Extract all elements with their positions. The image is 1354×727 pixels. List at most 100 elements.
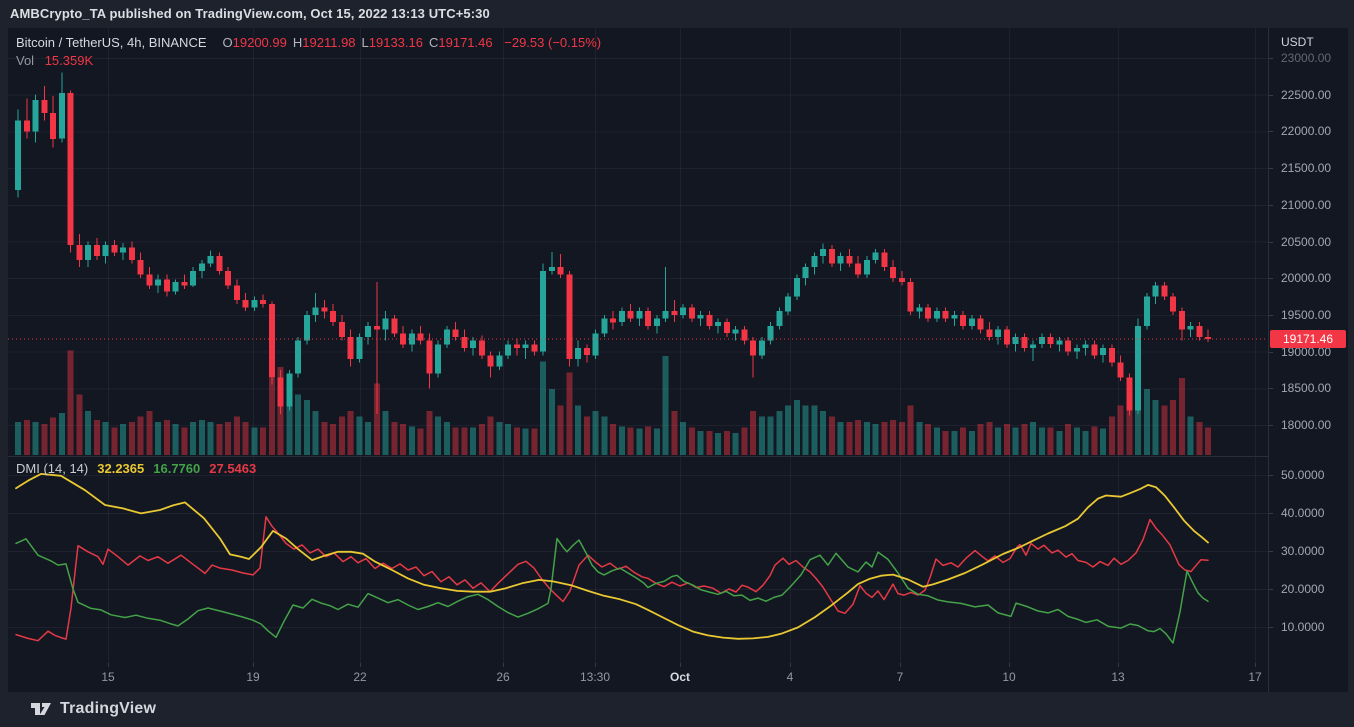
volume-bar <box>85 411 91 455</box>
time-tick <box>790 663 791 667</box>
candle-body <box>1187 325 1194 330</box>
volume-bar <box>216 424 223 455</box>
volume-bar <box>260 427 266 455</box>
dmi-gridlines <box>8 456 1268 663</box>
publish-bar: AMBCrypto_TA published on TradingView.co… <box>0 0 1354 28</box>
volume-bar <box>32 422 39 455</box>
candle-body <box>347 336 354 359</box>
candle-body <box>723 322 730 334</box>
candle-body <box>610 318 616 323</box>
volume-bar <box>1143 389 1150 455</box>
candle-body <box>1135 325 1141 411</box>
volume-bar <box>1021 424 1028 455</box>
volume-bar <box>1117 405 1124 455</box>
volume-bar <box>1108 416 1115 455</box>
candle-body <box>531 344 538 352</box>
volume-bar <box>1170 400 1176 455</box>
tradingview-logo[interactable]: TradingView <box>30 699 156 719</box>
ohlc-field-label: O <box>222 35 233 50</box>
axis-tick <box>1269 278 1273 279</box>
volume-bar <box>540 361 546 455</box>
volume-bar <box>662 356 669 455</box>
candle-body <box>811 256 818 268</box>
price-chart-canvas[interactable] <box>8 28 1268 456</box>
pane-separator[interactable] <box>8 456 1268 457</box>
candle-body <box>872 252 879 260</box>
volume-bar <box>680 422 686 455</box>
candle-body <box>750 340 756 356</box>
axis-tick <box>1269 352 1273 353</box>
time-axis[interactable]: 15 19 22 26 13:30 Oct 4 7 10 13 17 <box>8 663 1268 692</box>
axis-tick <box>1269 58 1273 59</box>
volume-bar <box>872 424 879 455</box>
candle-body <box>688 307 695 319</box>
candle-body <box>505 344 511 356</box>
candle-body <box>417 333 424 341</box>
candle-body <box>548 267 555 271</box>
volume-bar <box>995 427 1001 455</box>
volume-bar <box>443 422 450 455</box>
volume-bar <box>1152 400 1159 455</box>
price-axis-label: 19000.00 <box>1281 345 1332 359</box>
dmi-indicator-title[interactable]: DMI (14, 14) <box>16 461 89 476</box>
candle-body <box>198 263 205 271</box>
candle-body <box>960 314 966 326</box>
time-tick <box>1009 663 1010 667</box>
volume-bar <box>155 422 161 455</box>
candle-body <box>93 245 100 257</box>
volume-bar <box>758 416 765 455</box>
volume-bar <box>137 416 144 455</box>
volume-bar <box>907 405 914 455</box>
volume-bar <box>802 405 809 455</box>
price-axis-label: 21000.00 <box>1281 198 1332 212</box>
candle-body <box>408 333 415 345</box>
candle-body <box>881 252 888 268</box>
volume-bar <box>960 427 966 455</box>
time-axis-label: 4 <box>786 670 794 684</box>
candle-body <box>680 307 686 315</box>
chart-plot-area: Bitcoin / TetherUS, 4h, BINANCE O19200.99… <box>8 28 1268 692</box>
axis-tick <box>1269 475 1273 476</box>
candle-body <box>102 245 109 257</box>
candle-body <box>802 267 809 279</box>
candle-body <box>58 93 65 139</box>
volume-bar <box>776 411 783 455</box>
volume-bar <box>1012 427 1019 455</box>
price-change: −29.53 (−0.15%) <box>504 35 602 50</box>
volume-bar <box>820 411 826 455</box>
publish-line: AMBCrypto_TA published on TradingView.co… <box>10 6 490 21</box>
price-scale[interactable]: USDT 23000.00 22500.00 22000.00 21500.00 210… <box>1269 28 1348 692</box>
ohlc-field-label: L <box>361 35 369 50</box>
volume-bar <box>461 427 468 455</box>
dmi-indicator-canvas[interactable] <box>8 456 1268 663</box>
candle-body <box>137 259 144 275</box>
price-axis-label: 22000.00 <box>1281 124 1332 138</box>
axis-tick <box>1269 388 1273 389</box>
candle-body <box>697 314 704 319</box>
ohlc-field-value: 19171.46 <box>438 35 493 50</box>
volume-bar <box>190 422 196 455</box>
volume-bar <box>951 430 958 455</box>
volume-bar <box>1047 427 1054 455</box>
volume-bar <box>723 430 730 455</box>
volume-bar <box>1065 424 1071 455</box>
volume-bar <box>172 424 179 455</box>
volume-bar <box>225 422 231 455</box>
dmi-axis-label: 50.0000 <box>1281 468 1325 482</box>
candle-body <box>776 311 783 326</box>
candle-body <box>1030 344 1036 348</box>
volume-bar <box>548 389 555 455</box>
tradingview-brand-name: TradingView <box>60 700 157 717</box>
candle-body <box>225 270 231 286</box>
candle-body <box>846 256 853 264</box>
ohlc-field-label: H <box>292 35 303 50</box>
volume-bar <box>627 427 634 455</box>
time-axis-label: 7 <box>896 670 904 684</box>
volume-bar <box>645 426 651 455</box>
candle-body <box>601 318 608 334</box>
candle-body <box>277 377 284 407</box>
symbol-title[interactable]: Bitcoin / TetherUS, 4h, BINANCE <box>16 35 207 50</box>
time-tick <box>253 663 254 667</box>
candle-body <box>758 340 765 356</box>
volume-bar <box>898 422 905 455</box>
